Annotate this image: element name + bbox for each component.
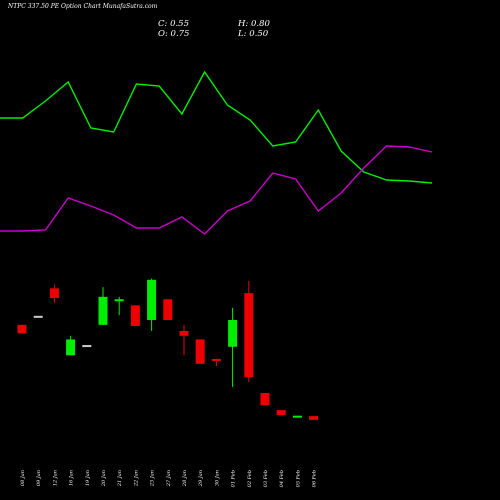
candle-body — [114, 299, 124, 302]
candle-body — [276, 410, 286, 415]
x-tick-label: 19 Jan — [85, 470, 91, 486]
candle — [17, 324, 27, 334]
candle — [33, 315, 43, 318]
x-tick-label: 06 Feb — [312, 470, 318, 487]
candle-body — [17, 324, 27, 334]
x-tick-label: 12 Jan — [52, 470, 58, 486]
candle-body — [228, 319, 238, 347]
candle-body — [49, 288, 59, 299]
x-tick-label: 28 Jan — [182, 470, 188, 487]
candle — [147, 278, 157, 331]
candle — [211, 358, 221, 367]
high-value: H: 0.80 — [238, 19, 270, 29]
x-tick-label: 09 Jan — [36, 470, 42, 486]
x-tick-label: 01 Feb — [231, 470, 237, 487]
x-tick-label: 02 Feb — [247, 470, 253, 487]
x-tick-label: 20 Jan — [101, 470, 107, 487]
candle-body — [147, 279, 157, 320]
x-tick-label: 22 Jan — [133, 470, 139, 487]
candle — [130, 305, 140, 327]
x-tick-label: 27 Jan — [166, 470, 172, 487]
candle-body — [260, 393, 270, 406]
candle — [309, 416, 319, 420]
x-tick-label: 30 Jan — [214, 470, 220, 486]
candle-body — [179, 330, 189, 336]
candle — [244, 281, 254, 383]
candle-body — [33, 315, 43, 318]
candle — [98, 287, 108, 325]
candle-body — [211, 358, 221, 361]
candle — [260, 393, 270, 406]
candle-body — [82, 345, 92, 348]
x-axis-labels: 08 Jan 09 Jan 12 Jan 16 Jan 19 Jan 20 Jan 21 J… — [20, 470, 318, 487]
close-value: C: 0.55 — [158, 19, 189, 29]
candlesticks — [17, 278, 319, 420]
candle — [195, 339, 205, 364]
candle — [292, 415, 302, 418]
open-value: O: 0.75 — [158, 29, 190, 39]
candle — [276, 410, 286, 415]
candle-body — [98, 296, 108, 325]
candle-body — [163, 299, 173, 320]
x-tick-label: 29 Jan — [198, 470, 204, 487]
indicator-lines — [0, 70, 433, 235]
candle — [114, 296, 124, 316]
candle — [49, 284, 59, 303]
candle — [163, 299, 173, 320]
candle-body — [292, 415, 302, 418]
x-tick-label: 03 Feb — [263, 470, 269, 487]
candle — [228, 307, 238, 387]
candle-body — [244, 293, 254, 378]
candle — [66, 335, 76, 356]
x-tick-label: 08 Jan — [20, 470, 26, 486]
candle-body — [195, 339, 205, 364]
chart-title: NTPC 337.50 PE Option Chart MunafaSutra.… — [8, 3, 158, 10]
x-tick-label: 23 Jan — [150, 470, 156, 487]
x-tick-label: 04 Feb — [279, 470, 285, 487]
candle-body — [130, 305, 140, 327]
indicator-line-2 — [0, 145, 433, 235]
candle-body — [309, 416, 319, 420]
candle-body — [66, 339, 76, 356]
candle — [82, 345, 92, 348]
x-tick-label: 21 Jan — [117, 470, 123, 487]
x-tick-label: 05 Feb — [295, 470, 301, 487]
low-value: L: 0.50 — [238, 29, 269, 39]
x-tick-label: 16 Jan — [69, 470, 75, 486]
indicator-line-1 — [0, 70, 433, 184]
candle — [179, 324, 189, 356]
